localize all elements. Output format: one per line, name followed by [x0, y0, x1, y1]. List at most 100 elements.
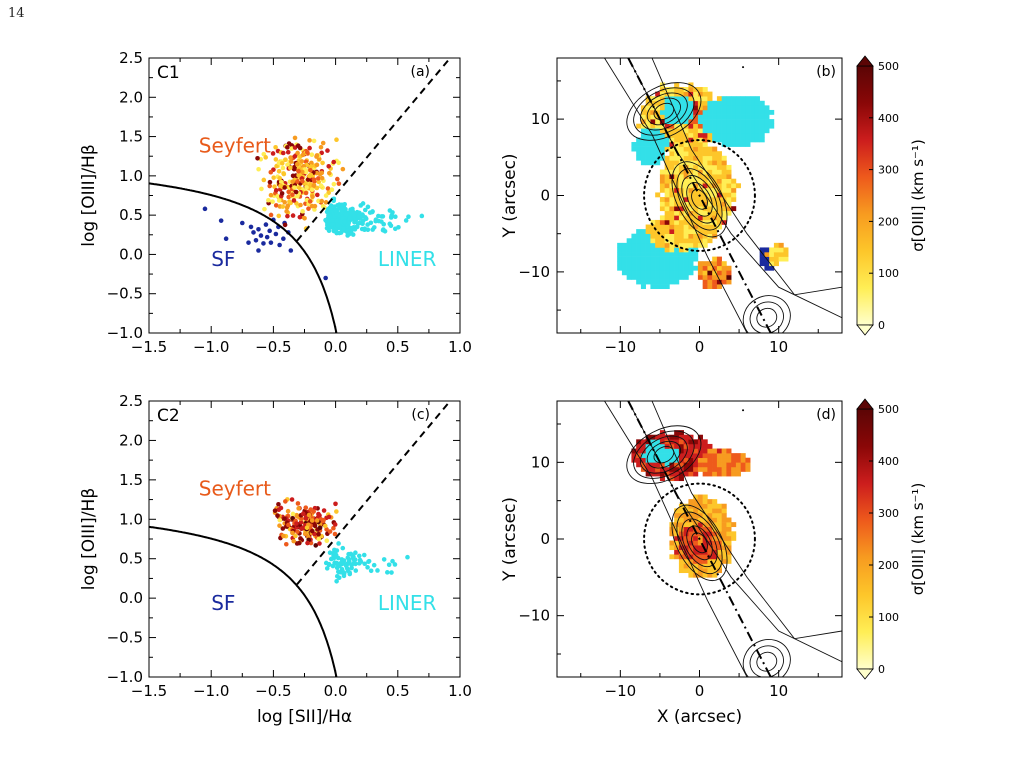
y-tick-label: 0.5 — [119, 550, 143, 568]
map-pixel — [683, 219, 689, 225]
map-pixel — [721, 100, 727, 106]
seyfert-point — [272, 508, 278, 513]
seyfert-point — [295, 150, 300, 156]
map-pixel — [683, 183, 689, 189]
map-pixel — [702, 132, 708, 138]
map-pixel — [716, 453, 722, 459]
liner-point — [341, 570, 347, 576]
map-pixel — [783, 247, 789, 253]
map-pixel — [678, 142, 684, 147]
map-pixel — [688, 563, 694, 569]
map-pixel — [693, 540, 699, 546]
map-pixel — [721, 183, 727, 189]
seyfert-point — [296, 173, 301, 178]
seyfert-point — [290, 192, 295, 198]
map-pixel — [693, 471, 699, 477]
seyfert-point — [303, 531, 308, 536]
map-pixel — [707, 265, 713, 271]
map-pixel — [655, 160, 661, 166]
map-pixel — [655, 434, 661, 440]
seyfert-point — [276, 501, 281, 507]
map-pixel — [731, 187, 737, 193]
map-pixel — [688, 128, 694, 134]
map-pixel — [740, 119, 746, 124]
map-pixel — [759, 128, 765, 134]
map-pixel — [726, 187, 732, 193]
seyfert-point — [292, 135, 298, 141]
map-pixel — [678, 508, 684, 514]
seyfert-point — [284, 205, 290, 210]
map-pixel — [693, 155, 699, 161]
sf-point — [202, 206, 208, 212]
map-pixel — [669, 466, 675, 472]
seyfert-point — [288, 155, 293, 160]
seyfert-point — [311, 138, 317, 144]
map-pixel — [645, 146, 651, 152]
seyfert-point — [295, 501, 301, 506]
map-pixel — [678, 178, 684, 184]
map-pixel — [712, 457, 718, 463]
map-pixel — [745, 105, 751, 111]
map-pixel — [683, 261, 689, 267]
map-pixel — [773, 247, 779, 253]
seyfert-point — [286, 522, 291, 528]
map-pixel — [674, 508, 680, 514]
map-pixel — [683, 215, 689, 221]
liner-point — [341, 219, 347, 224]
map-pixel — [712, 462, 718, 468]
seyfert-point — [308, 172, 314, 178]
map-pixel — [735, 96, 741, 102]
map-pixel — [683, 206, 689, 212]
map-pixel — [721, 517, 727, 523]
map-pixel — [712, 535, 718, 541]
map-pixel — [721, 261, 727, 267]
map-pixel — [693, 169, 699, 175]
sf-point — [256, 226, 261, 232]
map-pixel — [693, 183, 699, 189]
map-pixel — [707, 132, 713, 138]
map-pixel — [712, 229, 718, 234]
sf-point — [273, 231, 279, 237]
map-pixel — [655, 242, 661, 248]
map-pixel — [693, 453, 699, 459]
map-pixel — [754, 123, 760, 129]
map-pixel — [674, 247, 680, 253]
map-pixel — [697, 512, 703, 518]
map-pixel — [678, 100, 684, 106]
map-pixel — [735, 453, 741, 459]
map-pixel — [693, 439, 699, 445]
map-pixel — [716, 160, 722, 166]
map-pixel — [707, 457, 713, 463]
map-pixel — [636, 123, 642, 129]
map-pixel — [645, 466, 651, 472]
map-pixel — [674, 512, 680, 518]
map-pixel — [745, 137, 751, 143]
map-pixel — [712, 572, 718, 578]
map-pixel — [674, 457, 680, 463]
map-pixel — [740, 123, 746, 129]
map-pixel — [693, 549, 699, 555]
map-pixel — [655, 123, 661, 129]
liner-point — [376, 218, 382, 224]
map-pixel — [702, 201, 708, 207]
map-pixel — [669, 105, 675, 111]
map-pixel — [707, 558, 713, 564]
colorbar-tick-label: 200 — [878, 215, 899, 228]
map-pixel — [664, 261, 670, 267]
map-pixel — [655, 146, 661, 152]
map-pixel — [716, 100, 722, 106]
map-pixel — [669, 87, 675, 92]
map-pixel — [659, 466, 665, 472]
seyfert-point — [324, 538, 330, 544]
map-pixel — [716, 265, 722, 271]
map-pixel — [702, 242, 708, 248]
map-pixel — [697, 178, 703, 184]
map-pixel — [678, 105, 684, 111]
map-pixel — [707, 164, 713, 170]
seyfert-point — [266, 197, 271, 203]
map-pixel — [617, 261, 623, 267]
sf-label: SF — [211, 247, 235, 271]
map-pixel — [750, 119, 756, 124]
seyfert-point — [294, 513, 300, 519]
map-pixel — [721, 279, 727, 285]
